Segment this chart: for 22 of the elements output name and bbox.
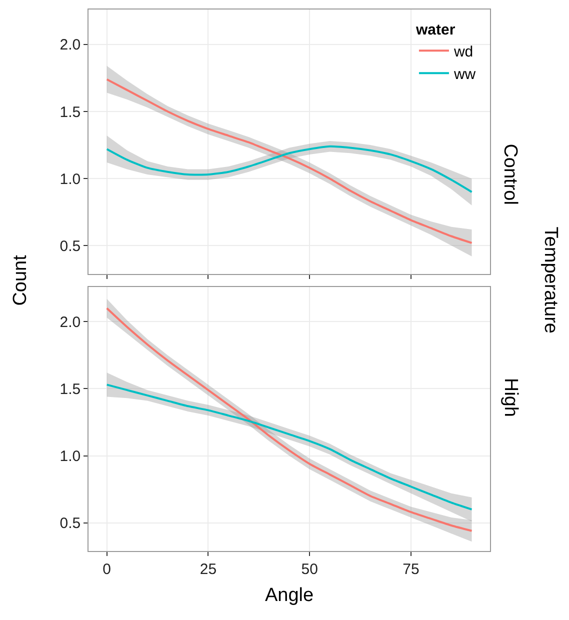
y-tick-label: 1.5 bbox=[60, 380, 81, 398]
legend-label: ww bbox=[452, 66, 476, 83]
y-tick-label: 1.0 bbox=[60, 170, 81, 188]
x-tick-label: 25 bbox=[200, 561, 217, 578]
y-tick-label: 2.0 bbox=[60, 314, 81, 331]
y-tick-label: 1.5 bbox=[60, 104, 81, 121]
legend-label: wd bbox=[452, 43, 474, 60]
x-tick-label: 0 bbox=[102, 561, 112, 578]
line-series bbox=[106, 384, 473, 510]
text: High bbox=[500, 378, 521, 417]
x-tick-label: 50 bbox=[301, 561, 318, 578]
x-tick-label: 75 bbox=[402, 561, 420, 578]
text: Temperature bbox=[540, 226, 561, 334]
y-tick-label: 0.5 bbox=[60, 238, 81, 255]
y-tick-label: 2.0 bbox=[60, 36, 81, 54]
y-tick-label: 0.5 bbox=[60, 515, 81, 532]
legend-title: water bbox=[414, 21, 456, 38]
text: Control bbox=[500, 144, 521, 205]
line-series bbox=[106, 145, 473, 193]
y-axis-title: Count bbox=[10, 254, 32, 306]
x-axis-title: Angle bbox=[265, 585, 314, 606]
y-tick-label: 1.0 bbox=[60, 448, 81, 466]
